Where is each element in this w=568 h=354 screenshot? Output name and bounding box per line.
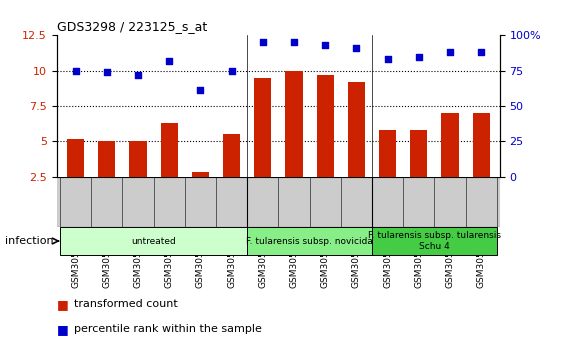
Bar: [441, 113, 458, 177]
Bar: [247, 227, 372, 255]
Point: [289, 40, 298, 45]
Point: [227, 68, 236, 74]
Point: [165, 58, 174, 64]
Bar: [67, 138, 84, 177]
Bar: [473, 113, 490, 177]
Point: [71, 68, 80, 74]
Text: percentile rank within the sample: percentile rank within the sample: [74, 324, 262, 334]
Point: [133, 72, 143, 78]
Bar: [410, 130, 427, 177]
Text: F. tularensis subsp. novicida: F. tularensis subsp. novicida: [246, 236, 373, 246]
Bar: [60, 227, 247, 255]
Bar: [372, 227, 497, 255]
Point: [445, 50, 454, 55]
Bar: [379, 130, 396, 177]
Point: [352, 45, 361, 51]
Point: [414, 54, 423, 59]
Bar: [285, 71, 303, 177]
Bar: [130, 141, 147, 177]
Text: transformed count: transformed count: [74, 299, 178, 309]
Point: [477, 50, 486, 55]
Text: ■: ■: [57, 298, 73, 311]
Text: ■: ■: [57, 323, 73, 336]
Bar: [223, 134, 240, 177]
Point: [102, 69, 111, 75]
Text: GDS3298 / 223125_s_at: GDS3298 / 223125_s_at: [57, 20, 207, 33]
Bar: [192, 172, 209, 177]
Text: infection: infection: [5, 236, 54, 246]
Bar: [98, 141, 115, 177]
Point: [320, 42, 329, 48]
Bar: [161, 123, 178, 177]
Bar: [348, 82, 365, 177]
Text: untreated: untreated: [131, 236, 176, 246]
Point: [258, 40, 268, 45]
Text: F. tularensis subsp. tularensis
Schu 4: F. tularensis subsp. tularensis Schu 4: [368, 231, 501, 251]
Bar: [316, 75, 334, 177]
Point: [383, 57, 392, 62]
Bar: [254, 78, 272, 177]
Point: [196, 88, 205, 93]
